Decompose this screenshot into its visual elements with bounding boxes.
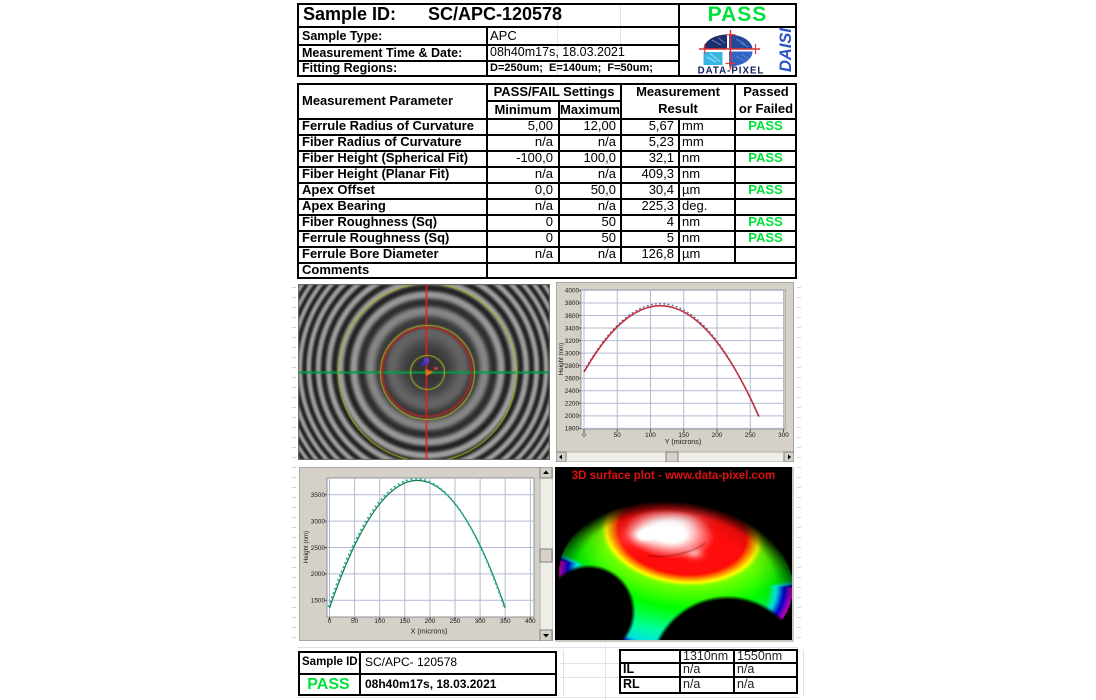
svg-text:1800: 1800 — [565, 426, 580, 433]
svg-text:150: 150 — [678, 432, 689, 439]
svg-text:Y (microns): Y (microns) — [665, 437, 702, 446]
svg-text:0: 0 — [328, 618, 332, 625]
svg-text:50: 50 — [351, 618, 359, 625]
svg-text:X (microns): X (microns) — [411, 627, 448, 636]
svg-text:DATA-PIXEL: DATA-PIXEL — [698, 66, 765, 77]
svg-text:250: 250 — [450, 618, 461, 625]
svg-text:1500: 1500 — [311, 598, 326, 605]
svg-text:2600: 2600 — [565, 376, 580, 383]
svg-text:3000: 3000 — [565, 350, 580, 357]
svg-text:4000: 4000 — [565, 288, 580, 295]
svg-text:100: 100 — [645, 432, 656, 439]
svg-text:Height (nm): Height (nm) — [303, 531, 310, 563]
svg-text:200: 200 — [425, 618, 436, 625]
svg-text:DAISI: DAISI — [777, 28, 795, 72]
svg-text:200: 200 — [712, 432, 723, 439]
svg-text:350: 350 — [500, 618, 511, 625]
svg-text:3400: 3400 — [565, 325, 580, 332]
svg-text:2000: 2000 — [311, 571, 326, 578]
svg-text:0: 0 — [582, 432, 586, 439]
svg-text:2500: 2500 — [311, 545, 326, 552]
svg-text:Height (nm): Height (nm) — [558, 343, 565, 375]
svg-text:2000: 2000 — [565, 413, 580, 420]
svg-text:2800: 2800 — [565, 363, 580, 370]
svg-text:3200: 3200 — [565, 338, 580, 345]
svg-text:50: 50 — [614, 432, 622, 439]
svg-text:3000: 3000 — [311, 518, 326, 525]
svg-text:3600: 3600 — [565, 313, 580, 320]
svg-text:100: 100 — [374, 618, 385, 625]
svg-text:2400: 2400 — [565, 388, 580, 395]
svg-text:3800: 3800 — [565, 300, 580, 307]
svg-text:150: 150 — [399, 618, 410, 625]
svg-text:250: 250 — [745, 432, 756, 439]
svg-text:3500: 3500 — [311, 492, 326, 499]
svg-text:300: 300 — [778, 432, 789, 439]
svg-text:300: 300 — [475, 618, 486, 625]
svg-text:400: 400 — [525, 618, 536, 625]
svg-text:2200: 2200 — [565, 401, 580, 408]
